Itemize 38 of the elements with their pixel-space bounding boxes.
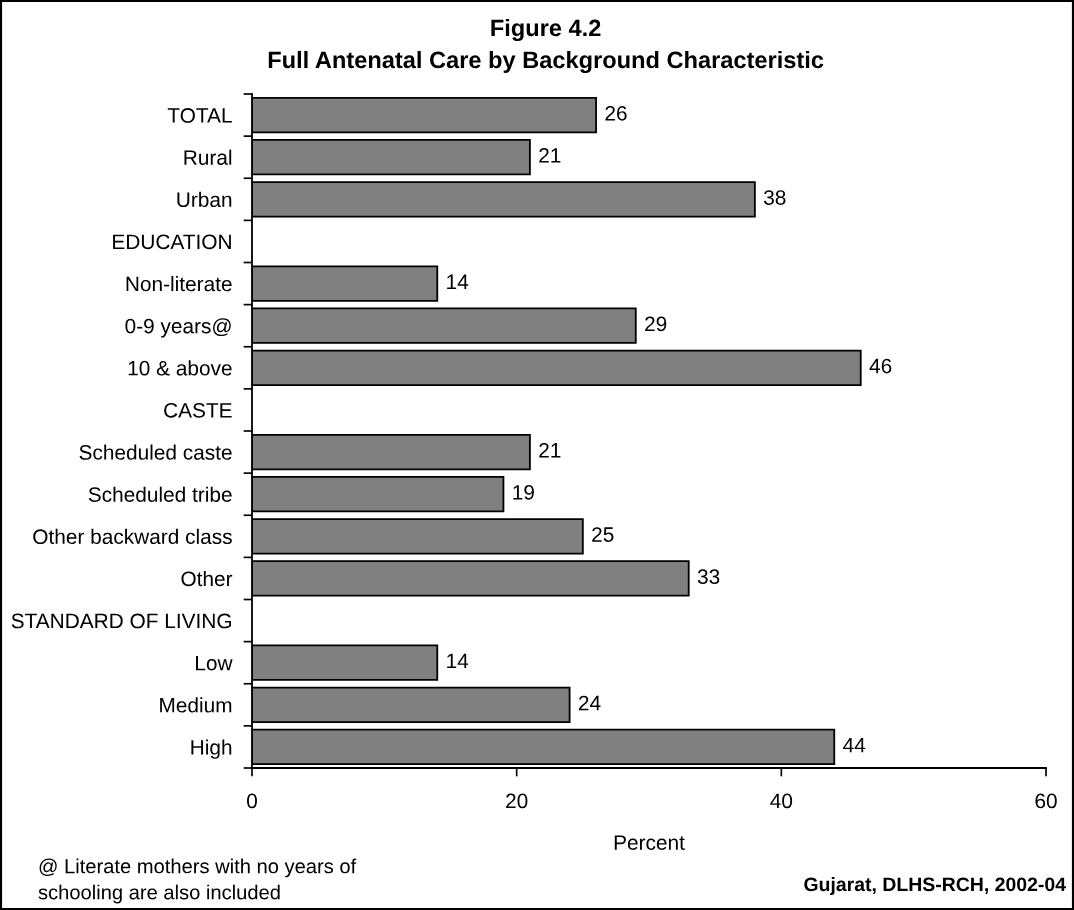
- text: Gujarat, DLHS-RCH, 2002-04: [804, 876, 1066, 896]
- y-tick-label: 0-9 years@: [125, 318, 231, 338]
- data-label: 33: [697, 569, 720, 585]
- x-tick-label: 60: [1035, 793, 1057, 809]
- chart-subtitle: Full Antenatal Care by Background Characteristic: [268, 50, 824, 74]
- chart-title: Figure 4.2: [491, 18, 601, 42]
- x-tick-label: 0: [247, 793, 257, 809]
- x-tick-label: 20: [506, 793, 528, 809]
- data-label: 38: [763, 190, 786, 205]
- data-label: 21: [539, 442, 561, 458]
- y-tick-label: EDUCATION: [113, 234, 231, 250]
- x-tick-label: 40: [770, 793, 793, 809]
- y-tick-label: Rural: [184, 149, 232, 165]
- y-tick-label: TOTAL: [167, 108, 232, 123]
- y-tick-label: CASTE: [164, 402, 232, 418]
- data-label: 44: [843, 737, 866, 753]
- data-label: 46: [869, 358, 892, 374]
- y-tick-label: Scheduled tribe: [88, 486, 232, 502]
- y-tick-label: Other: [181, 570, 233, 587]
- data-label: 19: [513, 485, 534, 500]
- y-tick-label: STANDARD OF LIVING: [11, 613, 231, 629]
- y-tick-label: Medium: [160, 697, 232, 713]
- y-tick-label: High: [191, 739, 232, 759]
- data-label: 14: [447, 274, 469, 289]
- x-axis-title: Percent: [614, 835, 685, 850]
- data-label: 21: [539, 148, 561, 163]
- data-label: 14: [447, 653, 469, 669]
- data-label: 25: [592, 527, 614, 542]
- y-tick-label: Non-literate: [126, 276, 232, 292]
- data-label: 29: [645, 316, 667, 332]
- text: @ Literate mothers with no years of schooling are also included: [38, 858, 357, 904]
- y-tick-label: Scheduled caste: [79, 444, 232, 460]
- y-tick-label: Low: [196, 655, 233, 671]
- y-tick-label: Urban: [177, 191, 232, 208]
- data-label: 26: [605, 105, 627, 121]
- y-tick-label: Other backward class: [33, 528, 232, 545]
- y-tick-label: 10 & above: [128, 360, 232, 376]
- data-label: 24: [578, 695, 601, 711]
